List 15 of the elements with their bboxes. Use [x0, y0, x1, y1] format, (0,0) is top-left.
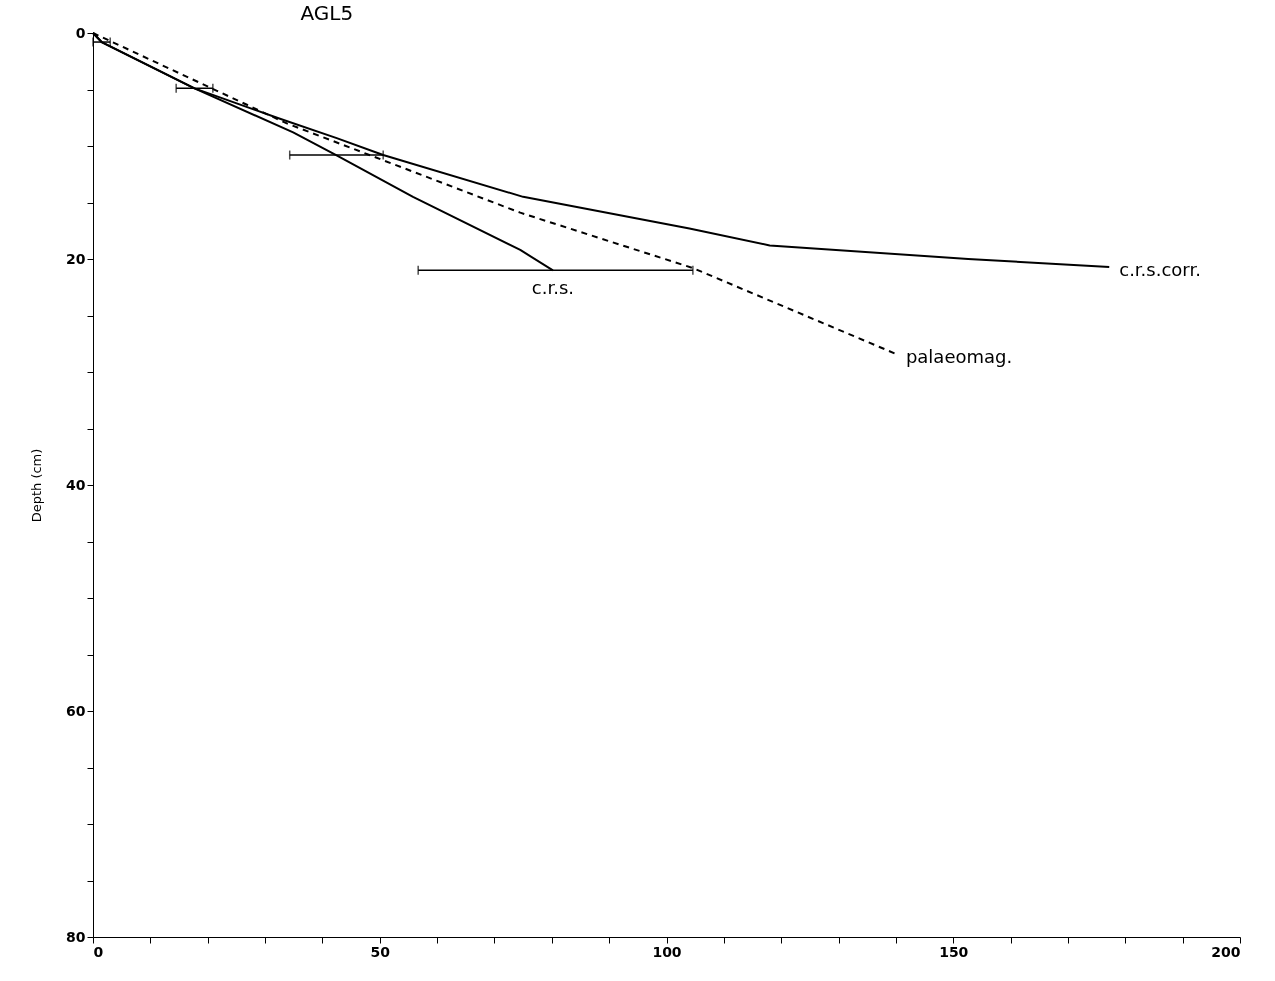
series-label: c.r.s. [531, 277, 575, 299]
x-tick-label: 0 [93, 943, 104, 960]
y-axis-title: Depth (cm) [29, 448, 45, 523]
x-tick-label: 200 [1211, 943, 1241, 960]
x-tick-label: 100 [652, 943, 682, 960]
series-label: c.r.s.corr. [1119, 258, 1201, 280]
y-tick-label: 20 [66, 250, 86, 267]
y-tick-label: 0 [75, 24, 86, 41]
series-label: palaeomag. [905, 345, 1013, 367]
y-tick-label: 40 [66, 476, 86, 493]
y-tick-label: 80 [66, 928, 86, 945]
x-tick-label: 50 [370, 943, 391, 960]
y-tick-label: 60 [66, 702, 86, 719]
chart-title: AGL5 [300, 1, 354, 25]
x-tick-label: 150 [939, 943, 969, 960]
